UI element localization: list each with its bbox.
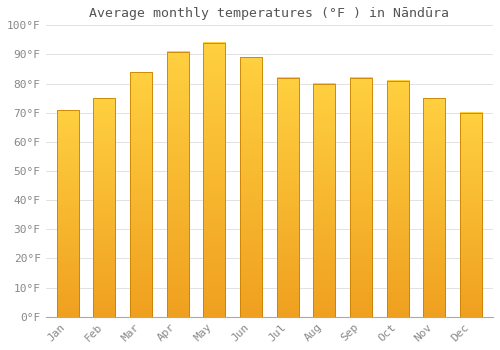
Bar [386,80,408,317]
Bar [204,43,226,317]
Bar [166,51,188,317]
Bar [56,110,78,317]
Bar [460,113,482,317]
Bar [314,84,336,317]
Bar [424,98,446,317]
Title: Average monthly temperatures (°F ) in Nāndūra: Average monthly temperatures (°F ) in Nā… [90,7,450,20]
Bar [130,72,152,317]
Bar [240,57,262,317]
Bar [93,98,115,317]
Bar [276,78,298,317]
Bar [350,78,372,317]
